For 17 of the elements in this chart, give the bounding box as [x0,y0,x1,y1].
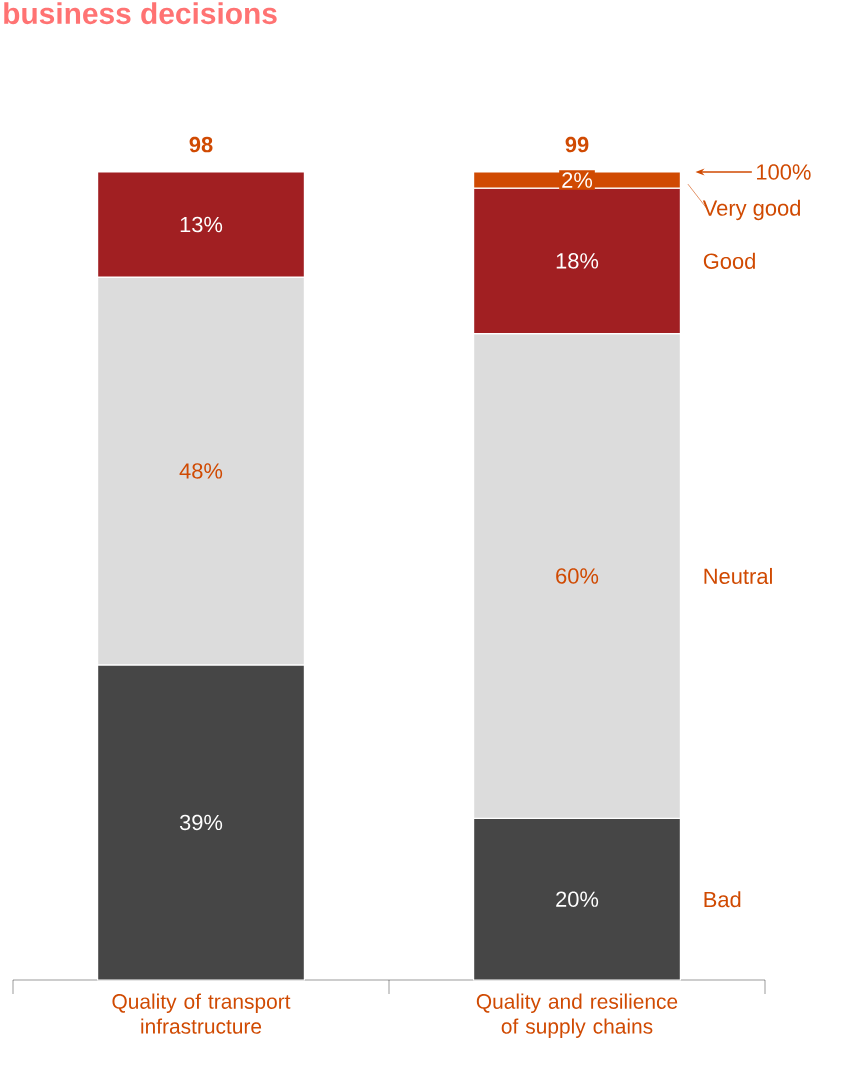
data-label: 60% [556,568,599,584]
annotation: 100% [757,164,811,180]
data-label: 18% [556,253,599,269]
legend-label: Very good [702,199,800,221]
total-label: 98 [189,136,213,153]
data-label: 13% [180,216,223,233]
data-label: 48% [179,463,223,479]
data-label: 20% [556,891,599,907]
series-label: Bad [704,891,741,908]
x-tick-label: Quality of transport infrastructure [112,993,291,1034]
x-tick-label: Quality and resilience of supply chains [476,993,678,1038]
data-label: 2% [562,172,593,188]
data-label: 39% [179,814,223,831]
chart-title: business decisions [4,2,277,25]
total-label: 99 [565,136,589,153]
series-label: Good [703,252,755,269]
series-label: Neutral [704,567,772,585]
